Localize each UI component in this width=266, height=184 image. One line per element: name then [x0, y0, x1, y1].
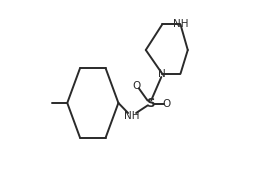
Text: NH: NH: [173, 20, 188, 29]
Text: N: N: [158, 69, 166, 79]
Text: O: O: [132, 81, 141, 91]
Text: S: S: [146, 97, 155, 110]
Text: O: O: [163, 99, 171, 109]
Text: NH: NH: [124, 111, 140, 121]
